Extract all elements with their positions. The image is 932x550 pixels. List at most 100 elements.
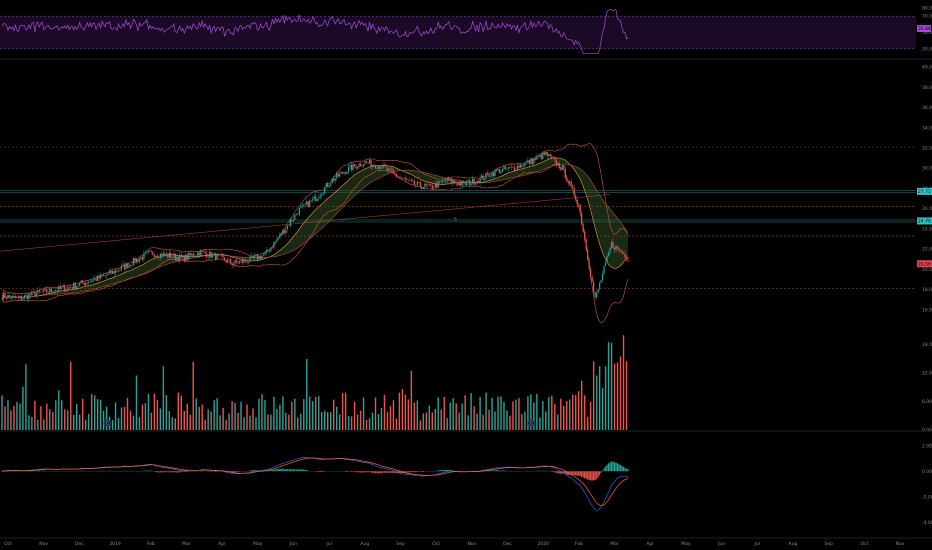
- candle-body: [590, 268, 592, 277]
- macd-histogram-bar: [156, 471, 158, 473]
- candle-body: [215, 252, 217, 260]
- price-panel[interactable]: 40.0038.0036.0034.0032.0030.0028.0026.00…: [0, 65, 932, 324]
- candle-body: [185, 254, 187, 262]
- candle-body: [618, 247, 620, 251]
- macd-histogram-bar: [419, 471, 421, 472]
- macd-histogram: [1, 461, 629, 481]
- candle-body: [421, 186, 423, 189]
- volume-bar: [566, 401, 568, 430]
- candle-body: [410, 179, 412, 181]
- macd-histogram-bar: [361, 471, 363, 473]
- volume-bar: [607, 342, 610, 430]
- macd-histogram-bar: [249, 470, 251, 472]
- candle-body: [422, 187, 424, 189]
- macd-histogram-bar: [321, 471, 323, 472]
- candle-body: [65, 289, 67, 292]
- candle-body: [367, 162, 369, 164]
- candle-body: [294, 214, 296, 220]
- candle-body: [342, 171, 344, 174]
- candle-body: [44, 288, 46, 290]
- time-tick-label: Dec: [75, 541, 84, 547]
- volume-bar: [102, 410, 105, 430]
- candle-body: [304, 203, 306, 205]
- candle-body: [548, 154, 550, 157]
- candle-body: [25, 295, 27, 296]
- candle-body: [91, 281, 93, 282]
- volume-bar: [443, 396, 445, 430]
- macd-histogram-bar: [602, 470, 604, 472]
- candle-body: [463, 181, 465, 183]
- macd-histogram-bar: [144, 470, 147, 472]
- candle-body: [312, 198, 314, 201]
- candle-body: [271, 247, 274, 249]
- candle-body: [116, 270, 118, 272]
- volume-bar: [347, 415, 350, 430]
- candle-body: [428, 184, 430, 186]
- volume-tick-label: 0.00: [922, 428, 932, 434]
- macd-histogram-bar: [355, 471, 357, 473]
- candle-body: [276, 239, 278, 242]
- macd-histogram-bar: [345, 471, 347, 472]
- volume-bar: [222, 407, 224, 430]
- macd-histogram-bar: [297, 469, 299, 472]
- candle-body: [291, 220, 293, 222]
- macd-histogram-bar: [593, 471, 595, 481]
- macd-panel[interactable]: 2.00 0.00 -2.00 -4.00: [1, 443, 932, 526]
- macd-histogram-bar: [545, 470, 547, 472]
- candle-body: [119, 269, 121, 271]
- volume-bar: [413, 402, 416, 430]
- volume-bar: [404, 394, 407, 430]
- volume-bar: [174, 418, 177, 430]
- price-marker-label: S: [454, 216, 457, 222]
- macd-histogram-bar: [274, 469, 277, 472]
- candle-body: [246, 261, 248, 263]
- candle-body: [306, 201, 308, 205]
- candle-body: [515, 170, 517, 171]
- macd-histogram-bar: [380, 471, 383, 474]
- candle-body: [229, 259, 232, 264]
- candle-body: [1, 299, 3, 300]
- volume-bar: [512, 401, 514, 430]
- volume-panel[interactable]: 18.00M12.00M6.00M0.00 EE: [1, 335, 932, 434]
- candle-body: [564, 168, 566, 179]
- volume-bar: [407, 399, 410, 430]
- candle-body: [448, 177, 450, 181]
- volume-bar: [329, 412, 332, 430]
- volume-bar: [431, 412, 433, 430]
- candle-body: [530, 158, 532, 164]
- volume-bar: [198, 406, 200, 430]
- candle-body: [149, 250, 151, 252]
- candle-body: [575, 195, 577, 200]
- macd-histogram-bar: [449, 469, 451, 472]
- macd-histogram-bar: [576, 471, 578, 476]
- volume-bar: [40, 406, 42, 430]
- macd-histogram-bar: [283, 469, 285, 472]
- volume-bar: [326, 412, 329, 430]
- candle-body: [180, 254, 182, 257]
- volume-bar: [46, 403, 48, 430]
- volume-bar: [530, 394, 532, 430]
- volume-bar: [13, 405, 15, 430]
- macd-histogram-bar: [346, 471, 348, 472]
- macd-histogram-bar: [619, 465, 622, 472]
- rsi-panel[interactable]: 80.00 70.00 50.00 30.00 26.86: [0, 6, 932, 55]
- macd-histogram-bar: [253, 470, 256, 472]
- candle-body: [365, 161, 368, 163]
- candle-body: [469, 180, 471, 186]
- candle-body: [346, 171, 348, 174]
- candle-body: [219, 254, 221, 256]
- fast-moving-average: [1, 157, 629, 300]
- candle-body: [128, 264, 130, 268]
- macd-histogram-bar: [368, 471, 371, 473]
- macd-histogram-bar: [625, 468, 628, 472]
- volume-bar: [52, 411, 54, 430]
- candle-body: [259, 255, 262, 259]
- volume-bar: [309, 396, 311, 430]
- volume-bar: [344, 392, 347, 430]
- candle-body: [210, 251, 212, 258]
- macd-histogram-bar: [603, 468, 605, 472]
- candle-body: [221, 254, 223, 256]
- macd-histogram-bar: [100, 470, 102, 472]
- candle-body: [467, 180, 469, 183]
